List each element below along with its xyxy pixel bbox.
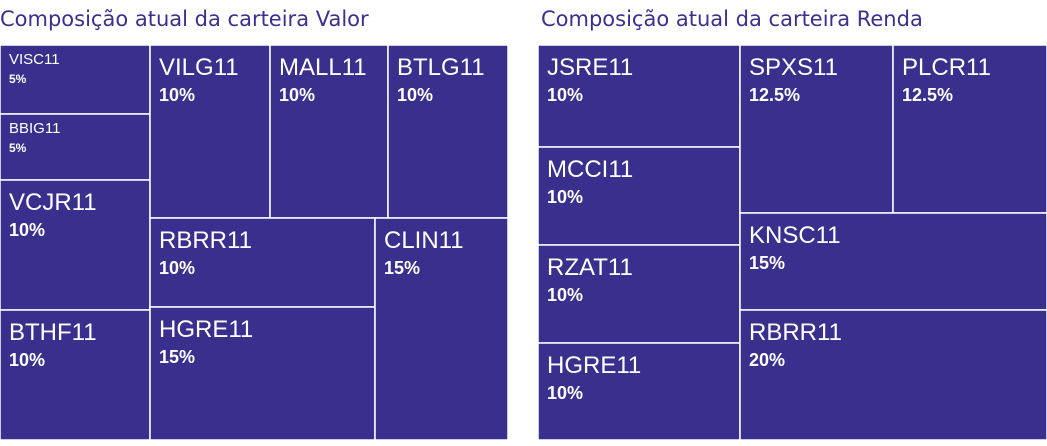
tile-value: 10% <box>547 383 583 403</box>
tile-value: 10% <box>547 285 583 305</box>
tile-label: MCCI11 <box>547 156 633 183</box>
chart-title: Composição atual da carteira Valor <box>0 7 369 31</box>
tile-label: VCJR11 <box>9 189 97 216</box>
tile-label: CLIN11 <box>384 227 464 254</box>
tile-label: BTHF11 <box>9 319 97 346</box>
tile-label: MALL11 <box>279 54 367 81</box>
tile-label: PLCR11 <box>902 54 991 81</box>
tile-value: 10% <box>547 85 583 105</box>
tile-label: RZAT11 <box>547 254 633 281</box>
tile <box>892 44 1047 214</box>
tile <box>537 244 741 344</box>
tile-value: 12.5% <box>749 85 800 105</box>
tile <box>537 342 741 441</box>
tile <box>0 44 151 115</box>
tile-value: 15% <box>384 258 420 278</box>
tile-label: RBRR11 <box>749 319 842 346</box>
tile <box>374 217 509 441</box>
tile-value: 12.5% <box>902 85 953 105</box>
tile-value: 10% <box>397 85 433 105</box>
tile-label: KNSC11 <box>749 222 841 249</box>
tile <box>537 44 741 148</box>
tile-value: 10% <box>279 85 315 105</box>
tile-value: 10% <box>9 350 45 370</box>
tile-value: 15% <box>159 347 195 367</box>
tile <box>149 306 376 441</box>
tile-value: 10% <box>547 187 583 207</box>
tile <box>739 212 1047 311</box>
tile-value: 15% <box>749 253 785 273</box>
tile <box>149 44 271 219</box>
tile-value: 5% <box>9 72 27 86</box>
tile-value: 10% <box>159 258 195 278</box>
tile-label: SPXS11 <box>749 54 838 81</box>
tile <box>149 217 376 308</box>
tile-label: BBIG11 <box>9 120 60 137</box>
tile-value: 10% <box>9 220 45 240</box>
tile <box>0 113 151 181</box>
tile-value: 20% <box>749 350 785 370</box>
tile-label: JSRE11 <box>547 54 633 81</box>
chart-title: Composição atual da carteira Renda <box>541 7 923 31</box>
tile <box>0 309 151 441</box>
tile <box>739 44 894 214</box>
tile-label: HGRE11 <box>547 352 641 379</box>
tile-label: BTLG11 <box>397 54 485 81</box>
tile-label: HGRE11 <box>159 316 253 343</box>
tile <box>739 309 1047 441</box>
tile-label: VISC11 <box>9 51 60 68</box>
tile-label: VILG11 <box>159 54 239 81</box>
tile-value: 5% <box>9 141 27 155</box>
tile-value: 10% <box>159 85 195 105</box>
tile-label: RBRR11 <box>159 227 252 254</box>
